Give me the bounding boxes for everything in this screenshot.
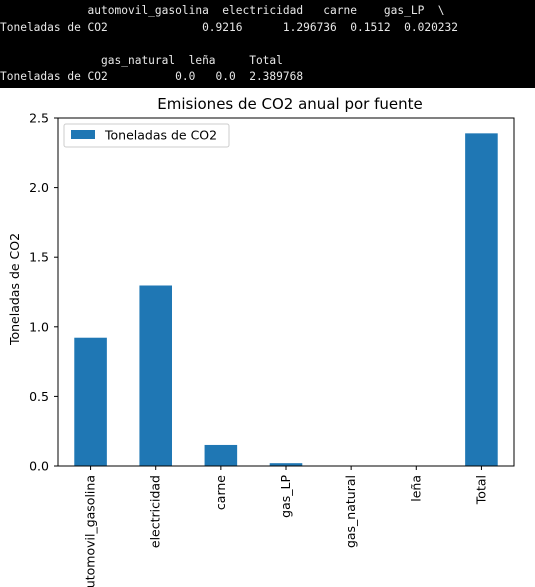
- console-line: Toneladas de CO2 0.0 0.0 2.389768: [0, 70, 304, 83]
- x-tick-label: gas_natural: [343, 475, 358, 548]
- y-tick-label: 2.0: [29, 180, 49, 195]
- console-line: Toneladas de CO2 0.9216 1.296736 0.1512 …: [0, 21, 459, 34]
- chart-title: Emisiones de CO2 anual por fuente: [157, 95, 422, 113]
- y-tick-label: 1.5: [29, 250, 49, 265]
- bar-chart: Emisiones de CO2 anual por fuente Tonela…: [7, 95, 515, 587]
- x-tick-label: electricidad: [148, 475, 163, 548]
- plot-frame: [57, 117, 515, 467]
- bar: [74, 337, 107, 466]
- y-axis-label: Toneladas de CO2: [7, 233, 22, 346]
- x-tick-label: leña: [408, 475, 423, 502]
- bar: [139, 285, 172, 466]
- bar: [204, 444, 238, 466]
- legend-swatch: [71, 130, 95, 139]
- bar: [465, 133, 498, 466]
- y-tick-label: 0.0: [29, 459, 49, 474]
- console-line: gas_natural leña Total: [0, 54, 283, 67]
- legend: Toneladas de CO2: [63, 123, 230, 148]
- console-line: automovil_gasolina electricidad carne ga…: [0, 4, 445, 17]
- x-tick-label: Total: [473, 475, 488, 505]
- console-output: automovil_gasolina electricidad carne ga…: [0, 0, 535, 88]
- x-tick-label: automovil_gasolina: [83, 475, 98, 587]
- legend-box: [63, 123, 230, 148]
- y-tick-label: 0.5: [29, 389, 49, 404]
- y-tick-label: 1.0: [29, 319, 49, 334]
- x-tick-label: gas_LP: [278, 475, 293, 518]
- y-tick-label: 2.5: [29, 111, 49, 126]
- bar: [269, 463, 303, 466]
- legend-label: Toneladas de CO2: [104, 128, 217, 143]
- x-tick-label: carne: [213, 475, 228, 510]
